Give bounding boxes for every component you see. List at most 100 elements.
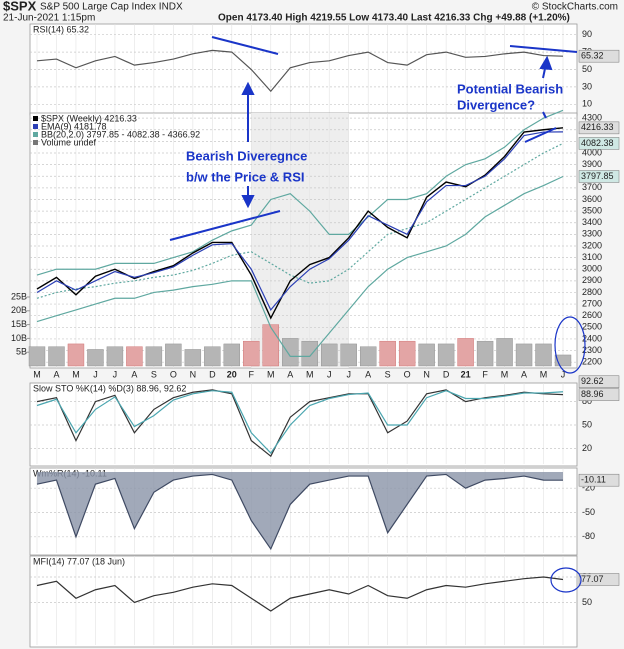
legend-swatch bbox=[33, 124, 38, 129]
panel-title: RSI(14) 65.32 bbox=[33, 24, 89, 34]
legend-entry: $SPX (Weekly) 4216.33 bbox=[41, 113, 137, 123]
legend-swatch bbox=[33, 140, 38, 145]
x-tick-label: M bbox=[72, 369, 80, 379]
volume-bar bbox=[145, 346, 163, 367]
series-line bbox=[36, 389, 564, 458]
y-tick-label: 3000 bbox=[582, 264, 602, 274]
value-tag-box bbox=[578, 49, 620, 63]
highlight-circle bbox=[550, 567, 582, 593]
volume-tick-label: 15B bbox=[11, 319, 27, 329]
area bbox=[37, 472, 563, 549]
annotation: b/w the Price & RSI bbox=[186, 169, 304, 184]
panel bbox=[29, 382, 578, 467]
legend-swatch bbox=[33, 132, 38, 137]
legend-swatch bbox=[33, 116, 38, 121]
panel bbox=[29, 555, 578, 648]
volume-bar bbox=[262, 324, 279, 367]
volume-bar bbox=[87, 349, 104, 367]
volume-tick-label: 25B bbox=[11, 291, 27, 301]
y-tick-label: 2600 bbox=[582, 310, 602, 320]
y-tick-label: 4300 bbox=[582, 113, 602, 123]
volume-bar bbox=[48, 346, 65, 367]
source: © StockCharts.com bbox=[532, 2, 618, 13]
y-tick-label: 10 bbox=[582, 99, 592, 109]
x-tick-label: D bbox=[443, 369, 450, 379]
volume-bar bbox=[282, 338, 299, 367]
y-tick-label: 3900 bbox=[582, 159, 602, 169]
value-tag: -10.11 bbox=[581, 475, 606, 485]
y-tick-label: -80 bbox=[582, 531, 595, 541]
y-tick-label: 50 bbox=[582, 597, 592, 607]
volume-bar bbox=[28, 346, 46, 367]
highlight-circle bbox=[554, 316, 586, 374]
y-tick-label: 90 bbox=[582, 29, 592, 39]
value-tag-box bbox=[578, 388, 620, 401]
volume-bar bbox=[515, 343, 533, 367]
series-line bbox=[36, 473, 564, 551]
legend-entry: BB(20,2.0) 3797.85 - 4082.38 - 4366.92 bbox=[41, 129, 200, 139]
volume-tick-label: 20B bbox=[11, 305, 27, 315]
value-tag: 3797.85 bbox=[581, 171, 614, 181]
volume-bar bbox=[535, 343, 552, 367]
y-tick-label: 2200 bbox=[582, 357, 602, 367]
y-tick-label: -20 bbox=[582, 483, 595, 493]
ohlc: Open 4173.40 High 4219.55 Low 4173.40 La… bbox=[218, 13, 570, 24]
value-tag-box bbox=[578, 121, 620, 135]
legend-entry: EMA(9) 4181.78 bbox=[41, 121, 107, 131]
series-line bbox=[36, 390, 564, 455]
x-tick-label: F bbox=[482, 369, 488, 379]
volume-bar bbox=[204, 346, 221, 367]
x-tick-label: A bbox=[131, 369, 137, 379]
x-tick-label: S bbox=[151, 369, 157, 379]
annotation: Potential Bearish bbox=[457, 81, 563, 96]
x-tick-label: O bbox=[170, 369, 177, 379]
volume-bar bbox=[106, 346, 124, 367]
arrowhead bbox=[539, 55, 553, 71]
y-tick-label: -50 bbox=[582, 507, 595, 517]
y-tick-label: 2900 bbox=[582, 275, 602, 285]
y-tick-label: 2500 bbox=[582, 322, 602, 332]
annotation: Divergence? bbox=[457, 97, 535, 112]
arrow bbox=[542, 111, 547, 119]
x-tick-label: A bbox=[365, 369, 371, 379]
volume-bar bbox=[340, 343, 357, 367]
value-tag-box bbox=[578, 573, 620, 586]
y-tick-label: 80 bbox=[582, 396, 592, 406]
y-tick-label: 2400 bbox=[582, 333, 602, 343]
trend-line bbox=[524, 127, 557, 143]
drawings bbox=[169, 36, 586, 593]
volume-bar bbox=[457, 338, 474, 367]
x-tick-label: M bbox=[501, 369, 509, 379]
volume-tick-label: 5B bbox=[16, 347, 27, 357]
annotation: Bearish Diveregnce bbox=[186, 148, 307, 163]
y-tick-label: 3200 bbox=[582, 240, 602, 250]
volume-bar bbox=[243, 340, 260, 367]
band-upper bbox=[36, 109, 564, 276]
y-tick-label: 3600 bbox=[582, 194, 602, 204]
x-tick-label: N bbox=[423, 369, 430, 379]
volume-bar bbox=[321, 343, 338, 367]
x-tick-label: 20 bbox=[227, 369, 237, 379]
series-line bbox=[36, 576, 564, 612]
value-tag-box bbox=[578, 137, 620, 150]
y-tick-label: 2300 bbox=[582, 345, 602, 355]
x-tick-label: J bbox=[93, 369, 98, 379]
value-tag-box bbox=[578, 375, 620, 389]
x-tick-label: S bbox=[385, 369, 391, 379]
symbol-name: S&P 500 Large Cap Index INDX bbox=[40, 2, 183, 13]
y-tick-label: 3400 bbox=[582, 217, 602, 227]
x-tick-label: J bbox=[346, 369, 351, 379]
trend-line bbox=[509, 45, 578, 53]
volume-bar bbox=[165, 343, 182, 367]
y-tick-label: 3300 bbox=[582, 229, 602, 239]
x-tick-label: J bbox=[327, 369, 332, 379]
arrowhead bbox=[241, 81, 255, 95]
value-tag-box bbox=[578, 473, 620, 487]
y-tick-label: 2700 bbox=[582, 298, 602, 308]
volume-bar bbox=[184, 349, 202, 367]
symbol: $SPX bbox=[3, 0, 37, 13]
panel-title: MFI(14) 77.07 (18 Jun) bbox=[33, 556, 125, 566]
y-tick-label: 4000 bbox=[582, 147, 602, 157]
x-tick-label: M bbox=[33, 369, 41, 379]
